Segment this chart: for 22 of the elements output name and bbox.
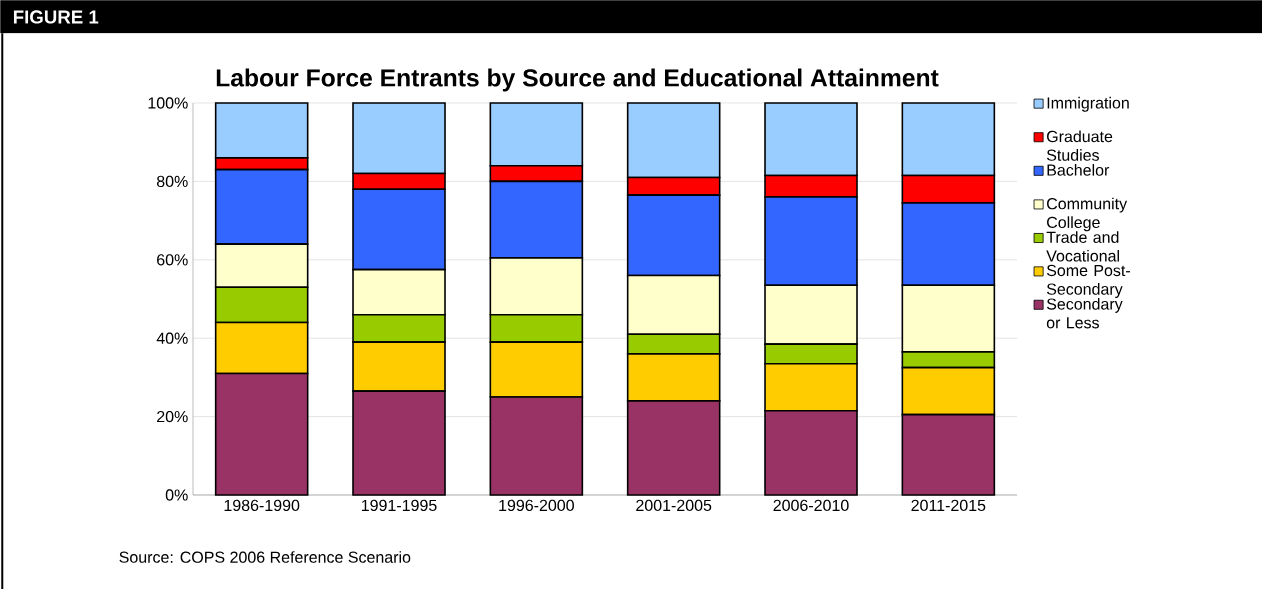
x-tick-label: 1991-1995 [361,499,437,512]
y-tick-label: 100% [148,97,188,109]
x-tick-label: 2001-2005 [636,499,712,512]
y-tick-label: 80% [156,175,188,188]
x-tick-label: 1986-1990 [224,499,300,512]
x-tick-label: 2011-2015 [911,499,986,512]
caption: FIGURE 1 [13,10,99,24]
legend-label: Community College [1047,197,1128,232]
x-tick-label: 2006-2010 [773,499,849,512]
y-tick-label: 40% [156,332,188,344]
y-tick-label: 60% [157,254,188,266]
x-tick-label: 1996-2000 [499,499,574,512]
legend-label: Secondary or Less [1046,297,1123,329]
y-tick-label: 20% [157,410,188,423]
legend-label: Immigration [1047,96,1129,112]
legend-label: Some Post-Secondary [1046,264,1130,298]
source-note: Source: COPS 2006 Reference Scenario [119,551,411,563]
legend-label: Graduate Studies [1046,130,1113,161]
chart-title: Labour Force Entrants by Source and Educational Attainment [216,68,939,92]
y-tick-label: 0% [165,489,188,501]
legend-label: Bachelor [1047,164,1110,176]
legend-label: Trade and Vocational [1046,231,1119,262]
